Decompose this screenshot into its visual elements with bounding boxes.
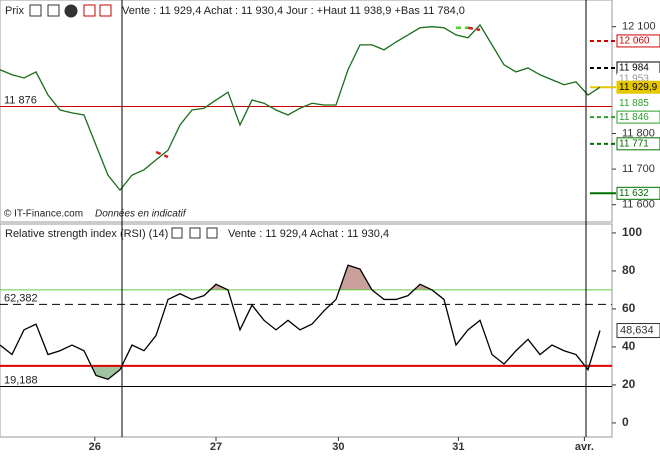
level-box (616, 80, 660, 94)
value-box (616, 323, 660, 339)
price-frame (0, 0, 613, 223)
level-label: 11 632 (619, 188, 649, 199)
level-label: 12 060 (619, 36, 650, 47)
y-tick-label: 0 (622, 415, 629, 429)
level-label: 11 846 (619, 112, 649, 123)
level-label: 11 876 (4, 94, 37, 106)
x-tick-label: 27 (210, 441, 222, 453)
series-line (0, 264, 601, 380)
level-label: 11 771 (619, 138, 649, 149)
level-label: 11 984 (619, 63, 649, 74)
series-line (155, 150, 169, 159)
x-tick-label: 31 (452, 441, 464, 453)
x-tick-label: 26 (89, 441, 101, 453)
y-tick-label: 100 (622, 225, 642, 239)
rsi-toolbar[interactable] (171, 227, 218, 239)
rsi-frame (0, 223, 613, 438)
level-box (616, 186, 660, 200)
level-box (617, 97, 660, 110)
y-tick-label: 20 (622, 377, 636, 391)
level-label: 11 929,9 (619, 82, 658, 93)
y-tick-label: 40 (622, 339, 636, 353)
series-line (0, 23, 601, 192)
rsi-header-bar (1, 226, 401, 243)
y-tick-label: 11 800 (622, 127, 655, 139)
y-tick-label: 80 (622, 263, 636, 277)
x-tick-label: avr. (575, 441, 594, 453)
y-tick-label: 11 600 (622, 199, 655, 211)
rsi-quote: Vente : 11 929,4 Achat : 11 930,4 (228, 228, 389, 240)
level-box (616, 137, 660, 151)
y-tick-label: 60 (622, 301, 636, 315)
level-label: 11 953 (619, 74, 649, 85)
y-tick-label: 11 700 (622, 163, 655, 175)
instrument: Prix (5, 5, 24, 17)
value-label: 48,634 (620, 324, 654, 336)
header-bar (1, 1, 611, 21)
y-tick-label: 12 100 (622, 21, 656, 33)
quote: Vente : 11 929,4 Achat : 11 930,4 Jour :… (122, 5, 465, 17)
x-tick-label: 30 (332, 441, 344, 453)
toolbar[interactable] (29, 4, 112, 18)
series-line (467, 26, 481, 32)
level-label: 19,188 (4, 374, 38, 386)
credit: © IT-Finance.com (4, 209, 83, 220)
note: Données en indicatif (95, 209, 187, 220)
level-label: 62,382 (4, 292, 38, 304)
level-box (616, 34, 660, 48)
level-label: 11 885 (619, 98, 649, 109)
rsi-title: Relative strength index (RSI) (14) (5, 228, 168, 240)
level-box (616, 110, 660, 124)
